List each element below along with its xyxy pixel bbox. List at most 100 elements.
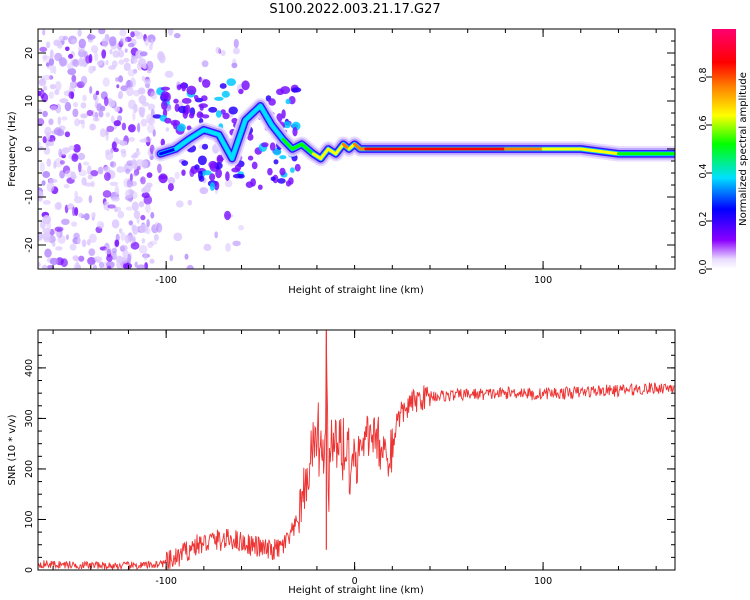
signal-blob [161,91,169,100]
noise-blob [167,177,176,185]
noise-blob [68,53,74,59]
noise-blob [225,242,231,252]
signal-blob [185,104,191,114]
noise-blob [122,249,129,258]
noise-blob [52,242,56,247]
signal-blob [160,138,165,147]
noise-blob [41,93,49,103]
noise-blob [105,59,109,66]
spectrogram-marks [38,29,675,269]
colorbar-tick-label: 0.0 [698,259,709,274]
noise-blob [145,203,151,214]
noise-blob [42,110,48,118]
y-tick-label: 200 [24,460,35,478]
noise-blob [127,69,136,77]
noise-blob [99,128,107,138]
noise-blob [138,58,147,68]
noise-blob [82,94,87,102]
signal-blob [193,95,199,100]
noise-blob [49,84,57,90]
noise-blob [87,165,92,175]
noise-blob [147,116,156,126]
noise-blob [94,256,103,262]
noise-blob [143,79,151,85]
signal-blob [270,176,276,182]
colorbar-tick-label: 0.2 [698,211,709,226]
noise-blob [39,162,45,173]
noise-blob [135,31,144,40]
noise-blob [187,199,192,206]
noise-blob [119,140,128,146]
noise-blob [41,264,48,269]
noise-blob [105,131,109,141]
noise-blob [114,239,120,247]
signal-blob [285,180,292,187]
signal-blob [158,175,168,180]
noise-blob [56,231,61,238]
signal-blob [181,97,192,104]
noise-blob [74,118,80,127]
noise-blob [158,53,166,64]
signal-blob [247,133,254,141]
noise-blob [224,210,231,221]
noise-blob [150,38,154,46]
noise-blob [91,212,96,219]
noise-blob [118,50,125,58]
noise-blob [91,45,99,54]
signal-blob [279,155,287,160]
noise-blob [135,159,145,168]
noise-blob [41,180,46,186]
noise-blob [38,118,45,126]
noise-blob [150,212,155,219]
noise-blob [80,102,87,109]
noise-blob [115,77,119,82]
signal-blob [209,182,215,191]
noise-blob [72,58,80,68]
noise-blob [165,127,170,132]
signal-blob [238,88,244,95]
noise-blob [80,113,88,119]
noise-blob [117,210,125,219]
noise-blob [96,220,105,229]
ridge-segment [230,118,247,161]
noise-blob [113,120,122,127]
noise-blob [90,170,99,177]
noise-blob [103,201,109,211]
noise-blob [59,160,65,165]
noise-blob [98,110,104,118]
noise-blob [86,34,96,40]
signal-blob [291,87,302,93]
noise-blob [104,172,111,181]
noise-blob [54,226,64,232]
noise-blob [107,204,116,209]
noise-blob [120,148,127,154]
noise-blob [70,38,78,44]
noise-blob [43,237,52,243]
noise-blob [141,238,146,244]
noise-blob [137,122,141,133]
noise-blob [146,219,150,228]
signal-blob [276,113,283,122]
noise-blob [109,181,119,186]
colorbar-tick-label: 0.4 [698,163,709,178]
noise-blob [74,190,78,199]
noise-blob [111,250,117,261]
noise-blob [61,116,68,121]
signal-blob [228,106,238,115]
noise-blob [65,234,69,241]
noise-blob [130,31,135,38]
noise-blob [141,75,146,82]
noise-blob [199,187,209,195]
noise-blob [38,108,43,113]
noise-blob [64,131,71,138]
noise-blob [81,177,87,186]
signal-blob [215,110,222,118]
noise-blob [97,166,104,175]
signal-blob [273,159,279,165]
noise-blob [125,206,133,211]
signal-blob [220,109,226,115]
noise-blob [49,257,59,265]
noise-blob [46,158,52,167]
noise-blob [86,109,94,117]
